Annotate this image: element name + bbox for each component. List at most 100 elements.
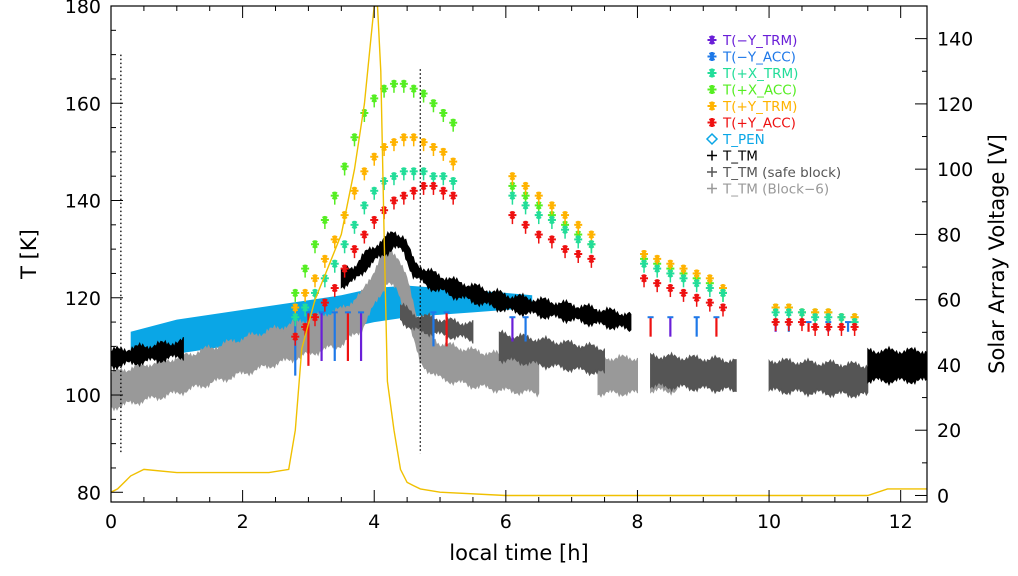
series-t-x-acc--point-11 [399, 79, 408, 88]
series-t-x-trm--point-13 [419, 167, 428, 176]
series-t-y-trm--point-23 [587, 230, 596, 239]
series-t-x-acc--point-16 [449, 118, 458, 127]
series-t-y-trm--point-7 [360, 167, 369, 176]
series-t-x-acc--point-8 [370, 94, 379, 103]
series-t-y-acc--point-24 [640, 274, 649, 283]
series-t-y-acc--point-11 [399, 191, 408, 200]
series-t-y-trm--point-22 [574, 220, 583, 229]
series-t-y-acc--point-29 [705, 298, 714, 307]
series-t-x-trm--point-32 [784, 308, 793, 317]
series-t-x-trm--point-34 [811, 313, 820, 322]
series-t-x-acc--point-1 [301, 264, 310, 273]
series-t-y-acc--point-27 [679, 288, 688, 297]
series-t-y-acc--point-3 [320, 298, 329, 307]
series-t-x-trm--point-4 [330, 259, 339, 268]
series-t-y-trm--point-14 [429, 143, 438, 152]
series-t-x-trm--point-0 [291, 313, 300, 322]
series-t-x-trm--point-5 [340, 240, 349, 249]
y-right-tick-label-6: 120 [937, 94, 973, 116]
series-t-x-trm--point-17 [508, 191, 517, 200]
series-t-y-acc--point-20 [547, 235, 556, 244]
legend-marker-5 [707, 118, 717, 127]
y-right-tick-label-1: 20 [937, 420, 961, 442]
series-t-x-acc--point-6 [350, 133, 359, 142]
y-left-tick-label-2: 120 [65, 288, 101, 310]
series-t-x-trm--point-26 [666, 269, 675, 278]
plot-frame [110, 5, 928, 503]
series-t-x-trm--point-15 [439, 172, 448, 181]
series-t-x-trm--point-18 [521, 201, 530, 210]
y-left-tick-label-1: 100 [65, 385, 101, 407]
series-t-x-trm--point-23 [587, 240, 596, 249]
series-t-y-acc--point-2 [311, 313, 319, 322]
legend-label-2: T(+X_TRM) [722, 66, 798, 82]
series-t-tm-safe-segment-2 [650, 351, 737, 395]
x-axis-title: local time [h] [449, 541, 588, 565]
temperature-band-layer [111, 231, 927, 412]
series-t-x-trm--point-1 [301, 303, 310, 312]
x-tick-label-0: 0 [105, 511, 117, 533]
series-t-y-trm--point-11 [399, 133, 408, 142]
series-t-tm-segment-2 [867, 345, 927, 387]
series-t-y-acc--point-12 [409, 186, 418, 195]
series-t-y-trm--point-6 [350, 186, 359, 195]
series-t-y-acc--point-4 [330, 284, 339, 293]
series-t-tm-segment-1 [340, 231, 632, 333]
series-t-y-acc--point-30 [719, 303, 727, 312]
series-t-x-acc--point-4 [330, 191, 339, 200]
series-t-x-trm--point-30 [719, 288, 727, 297]
series-t-y-acc--point-8 [370, 215, 379, 224]
series-t-x-acc--point-10 [389, 79, 398, 88]
series-t-tm-safe-segment-0 [400, 302, 474, 344]
series-t-y-trm--point-12 [409, 133, 418, 142]
series-t-x-trm--point-14 [429, 172, 438, 181]
legend-label-5: T(+Y_ACC) [722, 116, 796, 132]
legend-marker-2 [707, 68, 717, 78]
series-t-y-acc--point-31 [771, 318, 780, 327]
series-t-y-acc--point-35 [824, 322, 833, 331]
series-t-tm-block6-segment-0 [111, 242, 540, 412]
series-t-x-trm--point-24 [640, 259, 649, 268]
series-t-y-trm--point-16 [449, 157, 458, 166]
series-t-y-acc--point-16 [449, 191, 458, 200]
series-t-y-trm--point-2 [311, 274, 319, 283]
y-left-tick-label-3: 140 [65, 191, 101, 213]
y-left-tick-label-0: 80 [77, 482, 101, 504]
legend-label-7: T_TM [722, 149, 758, 165]
legend-marker-0 [707, 35, 717, 45]
series-t-x-acc--point-14 [429, 99, 438, 108]
y-right-tick-label-5: 100 [937, 159, 973, 181]
series-t-y-trm--point-3 [320, 254, 329, 263]
series-t-y-trm--point-27 [679, 264, 688, 273]
series-t-x-trm--point-33 [797, 308, 806, 317]
series-t-x-acc--point-15 [439, 108, 448, 117]
series-voltage-line [111, 6, 927, 497]
series-t-y-acc--point-33 [797, 318, 806, 327]
series-t-y-acc--point-10 [389, 196, 398, 205]
legend-marker-3 [707, 85, 717, 94]
series-t-x-trm--point-25 [653, 264, 662, 273]
y-left-tick-label-5: 180 [65, 0, 101, 18]
series-t-x-trm--point-12 [409, 167, 418, 176]
series-t-x-acc--point-12 [409, 84, 418, 93]
series-t-y-trm--point-18 [521, 181, 530, 190]
star-marker-layer [291, 79, 859, 346]
series-t-y-acc--point-22 [574, 250, 583, 258]
series-t-y-trm--point-8 [370, 152, 379, 161]
series-t-y-acc--point-32 [784, 318, 793, 327]
series-t-x-trm--point-29 [705, 284, 714, 293]
series-t-x-trm--point-22 [574, 235, 583, 244]
axes-layer: 0 2 4 6 8 10 12 80 100 120 140 160 180 0 20 40 60 80 100 12… [17, 0, 1009, 565]
series-t-y-trm--point-9 [380, 143, 389, 152]
series-t-y-trm--point-28 [692, 269, 701, 278]
y-right-tick-label-0: 0 [937, 485, 949, 507]
y-left-axis-title: T [K] [17, 229, 41, 280]
x-tick-label-1: 2 [237, 511, 249, 533]
legend-label-8: T_TM (safe block) [722, 165, 841, 181]
series-t-y-acc--point-19 [534, 230, 543, 239]
series-t-x-trm--point-9 [380, 177, 389, 186]
event-marker-layer [120, 54, 421, 454]
series-t-y-acc--point-36 [837, 322, 846, 331]
series-t-tm-safe-segment-3 [768, 357, 869, 399]
